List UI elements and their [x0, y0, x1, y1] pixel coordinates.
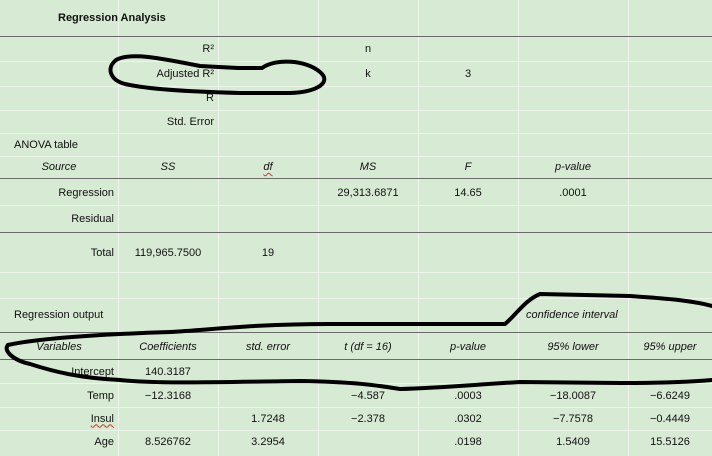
title-row: Regression Analysis: [0, 8, 712, 28]
confidence-interval-label: confidence interval: [526, 309, 618, 321]
anova-header-p: p-value: [554, 161, 592, 173]
t-stat: −2.378: [351, 412, 385, 425]
grid-line: [218, 0, 219, 456]
regression-label: Regression: [58, 186, 114, 199]
section-rule: [0, 232, 712, 233]
anova-header-source: Source: [41, 161, 77, 173]
variable-name: Insul: [0, 407, 118, 430]
output-header-coefficients: Coefficients: [139, 340, 197, 353]
k-value: 3: [464, 68, 472, 80]
output-header-t: t (df = 16): [344, 340, 392, 353]
r-label: R: [206, 92, 214, 104]
ink-line-output-upper: [6, 292, 712, 347]
anova-row-total: Total 119,965.7500 19: [0, 233, 712, 272]
section-rule: [0, 359, 712, 360]
coefficient: 8.526762: [145, 435, 191, 448]
n-label: n: [364, 43, 372, 55]
lower-95: −7.7578: [552, 412, 594, 425]
variable-name: Temp: [87, 389, 114, 402]
p-value: .0302: [454, 412, 482, 425]
grid-line: [0, 110, 712, 111]
stats-row-adj-r2: Adjusted R² k 3: [0, 62, 712, 86]
grid-line: [0, 86, 712, 87]
section-rule: [0, 332, 712, 333]
r2-label: R²: [202, 43, 214, 55]
anova-header-row: Source SS df MS F p-value: [0, 156, 712, 178]
output-header-lower: 95% lower: [547, 340, 599, 353]
output-header-p: p-value: [449, 340, 487, 353]
ink-line-output-lower: [4, 343, 712, 391]
anova-header-df-text: df: [263, 161, 273, 173]
regression-ms: 29,313.6871: [337, 186, 399, 199]
grid-line: [518, 0, 519, 456]
coefficient: 140.3187: [145, 366, 191, 378]
k-label: k: [365, 68, 371, 80]
ink-loop-adjusted-r2: [108, 54, 327, 95]
grid-line: [0, 205, 712, 206]
residual-label: Residual: [71, 213, 114, 225]
total-df: 19: [261, 246, 275, 259]
upper-95: −0.4449: [649, 412, 691, 425]
grid-line: [0, 133, 712, 134]
regression-output-label: Regression output: [14, 309, 104, 321]
grid-line: [0, 272, 712, 273]
variable-name-text: Insul: [90, 412, 114, 425]
total-ss: 119,965.7500: [134, 246, 202, 259]
output-header-variables: Variables: [36, 340, 82, 353]
upper-95: 15.5126: [650, 435, 690, 448]
anova-header-f: F: [464, 161, 472, 173]
section-rule: [0, 178, 712, 179]
grid-line: [628, 0, 629, 456]
output-header-std-error: std. error: [245, 340, 290, 353]
page-title: Regression Analysis: [58, 12, 166, 24]
anova-label-row: ANOVA table: [0, 133, 712, 156]
adjusted-r2-label: Adjusted R²: [156, 68, 214, 80]
anova-table-label: ANOVA table: [14, 138, 78, 151]
stats-row-stderr: Std. Error: [0, 110, 712, 133]
coefficient: −12.3168: [144, 389, 192, 402]
lower-95: 1.5409: [556, 435, 590, 448]
grid-line: [0, 298, 712, 299]
grid-line: [0, 61, 712, 62]
anova-header-df: df: [218, 156, 318, 178]
table-row: Insul 1.7248 −2.378 .0302 −7.7578 −0.444…: [0, 407, 712, 430]
t-stat: −4.587: [351, 389, 385, 402]
std-error: 3.2954: [251, 435, 285, 448]
std-error: 1.7248: [251, 412, 285, 425]
grid-line: [418, 0, 419, 456]
anova-header-ss: SS: [160, 161, 176, 173]
stats-row-r: R: [0, 87, 712, 109]
lower-95: −18.0087: [549, 389, 597, 402]
table-row: Temp −12.3168 −4.587 .0003 −18.0087 −6.6…: [0, 384, 712, 407]
p-value: .0198: [454, 435, 482, 448]
total-label: Total: [90, 246, 114, 259]
section-rule: [0, 36, 712, 37]
anova-row-residual: Residual: [0, 206, 712, 232]
p-value: .0003: [454, 389, 482, 402]
grid-line: [0, 407, 712, 408]
variable-name: Age: [94, 435, 114, 448]
stats-row-r2: R² n: [0, 38, 712, 60]
grid-line: [318, 0, 319, 456]
grid-line: [118, 0, 119, 456]
anova-header-ms: MS: [359, 161, 377, 173]
output-header-row: Variables Coefficients std. error t (df …: [0, 334, 712, 359]
table-row: Age 8.526762 3.2954 .0198 1.5409 15.5126: [0, 430, 712, 453]
anova-row-regression: Regression 29,313.6871 14.65 .0001: [0, 180, 712, 205]
regression-f: 14.65: [454, 186, 482, 199]
grid-line: [0, 156, 712, 157]
grid-line: [0, 430, 712, 431]
std-error-label: Std. Error: [166, 115, 214, 128]
output-header-upper: 95% upper: [643, 340, 697, 353]
output-label-row: Regression output confidence interval: [0, 302, 712, 328]
regression-p: .0001: [559, 186, 587, 199]
upper-95: −6.6249: [649, 389, 691, 402]
